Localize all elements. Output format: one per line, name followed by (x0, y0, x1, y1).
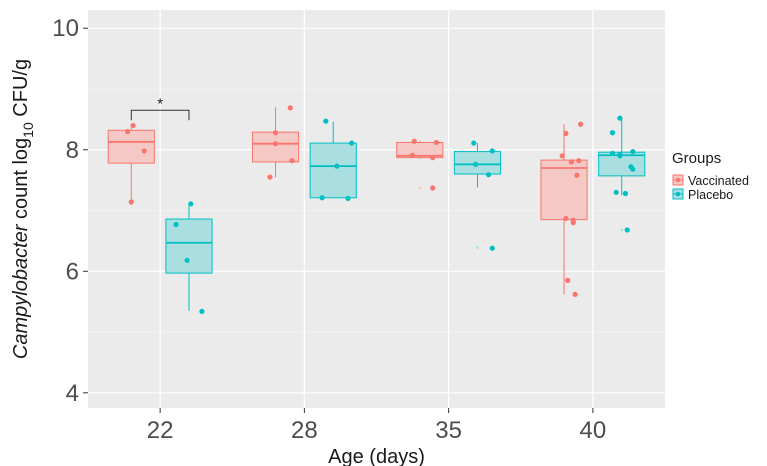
data-point (574, 172, 580, 178)
box-iqr (251, 131, 300, 163)
y-tick-label: 4 (66, 380, 79, 407)
point-layer (124, 105, 636, 314)
data-point (272, 141, 279, 147)
data-point (613, 189, 619, 195)
box-vaccinated-28 (251, 107, 300, 178)
data-point (267, 174, 273, 180)
data-point (349, 140, 355, 146)
data-point (323, 118, 329, 124)
box-placebo-22 (165, 204, 213, 311)
x-tick-label: 28 (291, 417, 318, 444)
data-point (576, 158, 582, 164)
x-tick-label: 40 (580, 417, 607, 444)
significance-label: * (157, 95, 163, 112)
data-point (430, 185, 436, 191)
y-axis-title-plain: count log (10, 138, 32, 225)
box-placebo-28 (309, 121, 357, 199)
box-vaccinated-22 (107, 125, 155, 202)
box-iqr (309, 142, 357, 199)
outlier-point (418, 186, 422, 190)
data-point (130, 122, 136, 129)
data-point (409, 152, 415, 158)
box-layer (107, 107, 646, 311)
y-tick-label: 10 (52, 15, 79, 42)
data-point (289, 158, 295, 164)
y-axis-title-unit: CFU/g (10, 59, 32, 122)
y-axis-title: Campylobacter count log10 CFU/g (10, 59, 36, 359)
legend-key-vaccinated (672, 174, 684, 186)
data-point (563, 215, 569, 222)
legend-key-point (675, 177, 681, 183)
data-point (617, 153, 623, 159)
y-axis: 4 6 8 10 (52, 15, 88, 407)
data-point (128, 199, 134, 205)
data-point (563, 130, 569, 136)
legend-key-placebo (672, 188, 684, 200)
box-iqr (540, 159, 588, 221)
data-point (565, 277, 571, 283)
box-iqr (396, 141, 444, 159)
data-point (473, 161, 479, 167)
data-point (471, 140, 477, 146)
data-point (630, 148, 636, 155)
data-point (430, 155, 436, 161)
box-iqr (165, 218, 213, 274)
data-point (630, 166, 636, 172)
legend-key-point (675, 191, 681, 197)
x-tick-label: 22 (147, 417, 174, 444)
data-point (433, 139, 439, 146)
data-point (568, 159, 575, 165)
data-point (173, 221, 179, 228)
data-point (141, 148, 147, 154)
outlier-point (620, 228, 624, 232)
data-point (334, 163, 340, 169)
data-point (489, 148, 495, 154)
legend-title: Groups (672, 150, 721, 167)
data-point (622, 190, 629, 197)
legend-label-vaccinated: Vaccinated (688, 174, 749, 188)
data-point (485, 172, 492, 178)
data-point (624, 227, 630, 233)
x-axis: 22 28 35 40 (147, 408, 606, 444)
data-point (345, 195, 351, 201)
x-axis-title: Age (days) (328, 446, 425, 466)
data-point (489, 245, 495, 251)
data-point (609, 130, 616, 136)
box-vaccinated-35 (396, 141, 444, 190)
y-tick-label: 8 (66, 137, 79, 164)
y-axis-title-subscript: 10 (20, 122, 36, 138)
data-point (188, 201, 194, 207)
data-point (319, 195, 325, 201)
box-iqr (107, 129, 155, 164)
outlier-point (476, 246, 479, 249)
data-point (124, 128, 131, 135)
data-point (272, 130, 279, 136)
data-point (559, 153, 565, 159)
data-point (578, 121, 584, 127)
significance-annotations: * (130, 95, 190, 121)
data-point (199, 308, 205, 314)
legend-label-placebo: Placebo (688, 188, 733, 202)
y-tick-label: 6 (66, 258, 79, 285)
box-vaccinated-40 (540, 124, 588, 295)
data-point (570, 220, 576, 226)
x-tick-label: 35 (435, 417, 462, 444)
data-point (617, 115, 623, 121)
data-point (609, 150, 616, 157)
data-point (411, 138, 417, 144)
data-point (572, 291, 578, 297)
data-point (184, 257, 190, 263)
y-axis-title-italic: Campylobacter (10, 223, 32, 359)
significance-bracket (130, 109, 190, 121)
data-point (287, 105, 293, 111)
